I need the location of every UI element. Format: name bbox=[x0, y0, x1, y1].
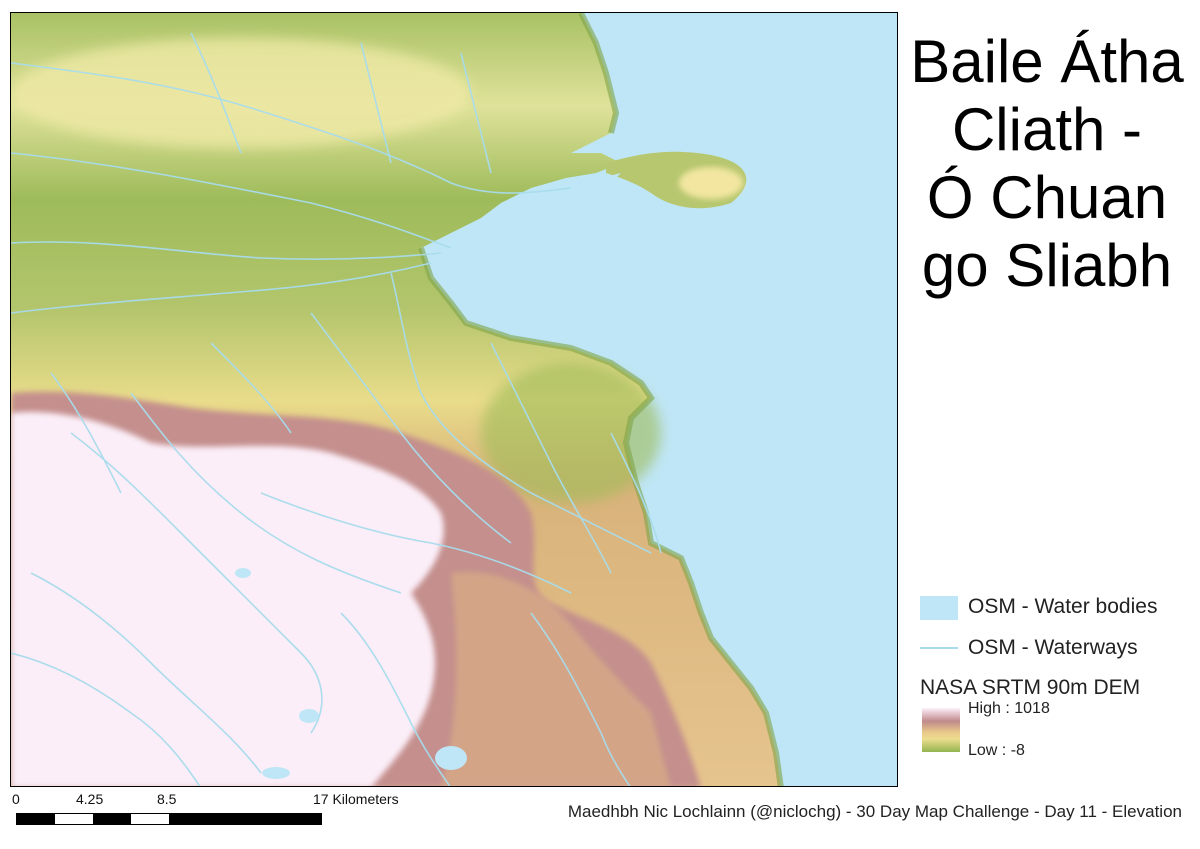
port-area bbox=[431, 173, 621, 253]
scale-segment bbox=[55, 814, 93, 824]
east-coast-plain bbox=[481, 363, 661, 503]
scale-label-4-25: 4.25 bbox=[76, 791, 104, 807]
credit-line: Maedhbh Nic Lochlainn (@niclochg) - 30 D… bbox=[567, 802, 1182, 821]
dem-low-label: Low : -8 bbox=[968, 742, 1025, 759]
water-bodies-label: OSM - Water bodies bbox=[968, 595, 1158, 618]
north-plain bbox=[11, 38, 471, 148]
reservoir-2 bbox=[435, 746, 467, 770]
howth-summit bbox=[679, 167, 743, 199]
dem-legend-title: NASA SRTM 90m DEM bbox=[920, 676, 1141, 699]
scale-bar bbox=[16, 813, 322, 825]
scale-segment bbox=[93, 814, 131, 824]
map-title: Baile Átha Cliath - Ó Chuan go Sliabh bbox=[910, 28, 1184, 299]
dem-high-label: High : 1018 bbox=[968, 700, 1050, 717]
map-frame[interactable] bbox=[10, 12, 898, 787]
southeast-hills bbox=[441, 572, 671, 786]
reservoir-3 bbox=[235, 568, 251, 578]
water-bodies-swatch bbox=[920, 596, 958, 620]
scale-segment bbox=[169, 814, 321, 824]
waterways-swatch bbox=[920, 647, 958, 649]
summit-area bbox=[11, 412, 444, 786]
scale-label-17-km: 17 Kilometers bbox=[313, 791, 399, 807]
dem-color-ramp bbox=[922, 708, 960, 752]
reservoir-1 bbox=[299, 709, 319, 723]
scale-segment bbox=[131, 814, 169, 824]
scale-label-0: 0 bbox=[12, 791, 20, 807]
waterways bbox=[11, 32, 662, 786]
scale-label-8-5: 8.5 bbox=[157, 791, 177, 807]
scale-segment bbox=[17, 814, 55, 824]
elevation-map bbox=[11, 13, 897, 786]
waterways-label: OSM - Waterways bbox=[968, 636, 1138, 659]
reservoir-4 bbox=[262, 767, 290, 779]
